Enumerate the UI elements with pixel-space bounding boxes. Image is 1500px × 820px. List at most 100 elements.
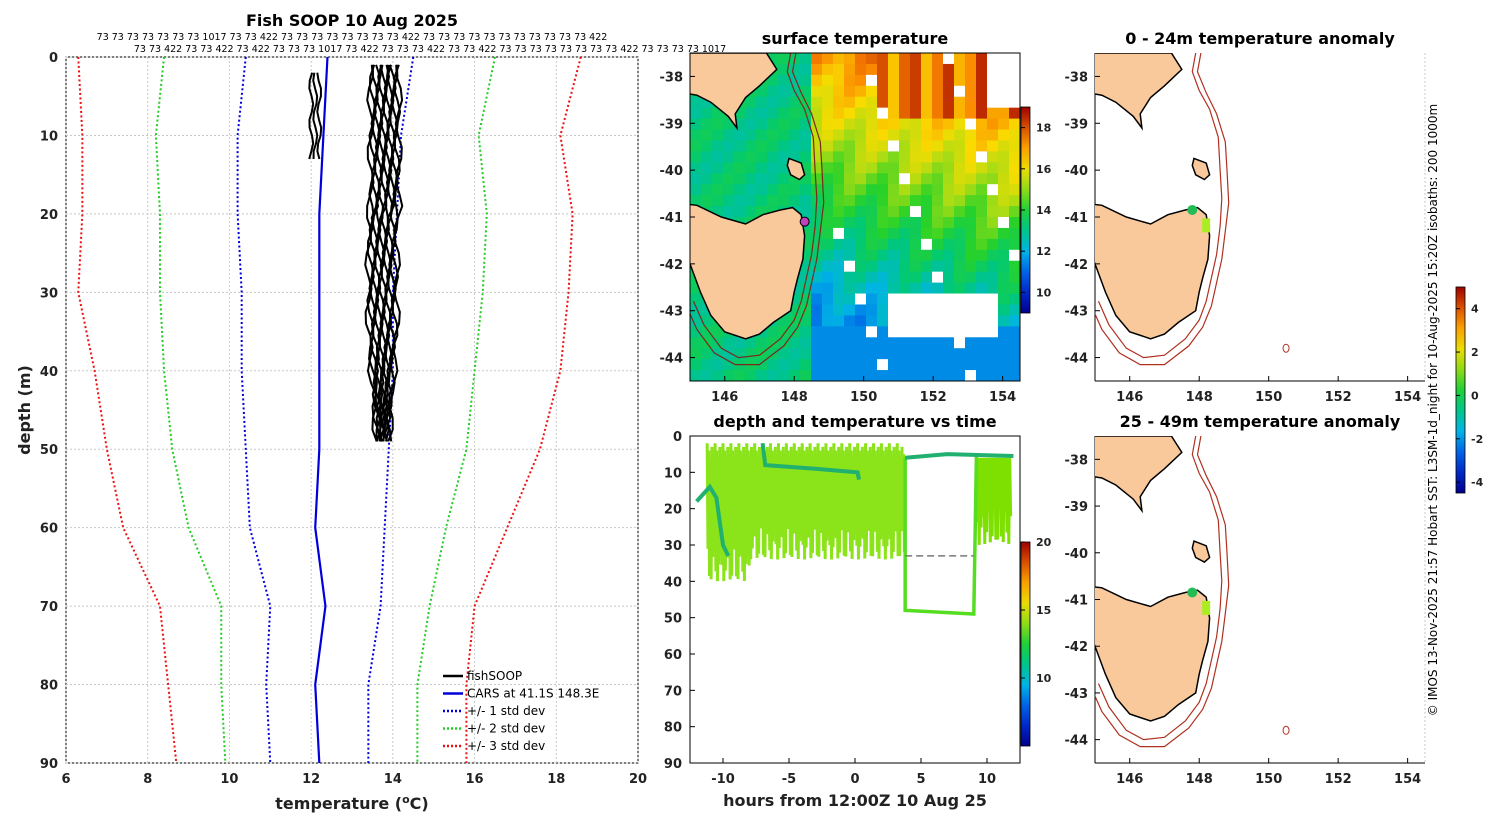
sst-cell bbox=[701, 118, 713, 131]
sst-cell bbox=[833, 238, 845, 251]
map-xtick-label: 148 bbox=[1186, 772, 1213, 787]
sst-cell bbox=[965, 96, 977, 109]
isobath-1000m bbox=[690, 53, 825, 366]
ts-ytick-label: 0 bbox=[673, 430, 682, 445]
sst-cell bbox=[976, 140, 988, 152]
sst-cell bbox=[910, 118, 922, 131]
sst-cell bbox=[932, 227, 944, 240]
sst-cell bbox=[888, 118, 900, 131]
sst-cell bbox=[899, 107, 911, 120]
sst-cell bbox=[965, 162, 977, 174]
sst-cell bbox=[844, 151, 856, 163]
sst-cell bbox=[811, 326, 823, 338]
sst-cell bbox=[855, 195, 867, 207]
profile-grid bbox=[65, 56, 639, 764]
sst-cell bbox=[888, 140, 900, 152]
sst-cell bbox=[921, 359, 933, 371]
sst-cell bbox=[756, 107, 768, 120]
sst-cell bbox=[855, 315, 867, 327]
sst-cell bbox=[1009, 184, 1020, 196]
sst-cell bbox=[712, 118, 724, 131]
sst-cell bbox=[899, 53, 911, 65]
sst-cell bbox=[943, 140, 955, 152]
sst-cell bbox=[701, 151, 713, 163]
sst-cell bbox=[998, 282, 1010, 295]
sst-cell bbox=[877, 118, 889, 131]
sst-cell bbox=[888, 271, 900, 284]
sst-cell bbox=[855, 227, 867, 240]
sst-cell bbox=[910, 107, 922, 120]
sst-cell bbox=[844, 217, 856, 229]
ts-ytick-label: 50 bbox=[664, 612, 682, 627]
ts-ytick-label: 30 bbox=[664, 539, 682, 554]
fishsoop-trace bbox=[380, 64, 393, 442]
sst-cell bbox=[877, 129, 889, 141]
sst-cell bbox=[943, 206, 955, 218]
sst-cell bbox=[976, 370, 988, 381]
sst-cell bbox=[811, 74, 823, 87]
sst-cell bbox=[833, 359, 845, 371]
map-ytick-label: -41 bbox=[660, 211, 684, 226]
sst-cell bbox=[877, 348, 889, 360]
sst-cell bbox=[745, 173, 757, 185]
sst-cell bbox=[1009, 85, 1020, 98]
sst-cell bbox=[800, 206, 812, 218]
sst-cell bbox=[888, 282, 900, 295]
sst-cell bbox=[789, 359, 801, 371]
sst-cell bbox=[954, 337, 966, 349]
sst-cell bbox=[910, 315, 922, 327]
profile-xtick-label: 14 bbox=[384, 772, 402, 787]
sst-cell bbox=[1009, 260, 1020, 273]
sst-cell bbox=[844, 348, 856, 360]
sst-cell bbox=[822, 304, 834, 316]
sst-cell bbox=[855, 118, 867, 131]
sst-cell bbox=[987, 140, 999, 152]
sst-cell bbox=[833, 129, 845, 141]
sst-cell bbox=[844, 53, 856, 65]
sst-cell bbox=[888, 249, 900, 262]
profile-ytick-label: 90 bbox=[40, 757, 58, 772]
sst-cell bbox=[954, 271, 966, 284]
map-ytick-label: -42 bbox=[1065, 640, 1089, 655]
sst-cell bbox=[822, 63, 834, 76]
sst-cell bbox=[877, 326, 889, 338]
map-xtick-label: 152 bbox=[1325, 390, 1352, 405]
sst-cell bbox=[833, 326, 845, 338]
sst-cell bbox=[723, 206, 735, 218]
profile-xlabel: temperature (oC) bbox=[275, 793, 428, 813]
sst-cell bbox=[932, 337, 944, 349]
profile-panel: 6 8 10 12 14 16 18 20 0 10 20 30 40 50 60 70 80 90 Fish S… bbox=[15, 11, 726, 813]
sst-cell bbox=[822, 206, 834, 218]
sst-cell bbox=[734, 118, 746, 131]
sst-cell bbox=[1009, 140, 1020, 152]
sst-cell bbox=[877, 74, 889, 87]
sst-cell bbox=[756, 370, 768, 381]
std2-right-line bbox=[416, 56, 496, 763]
sst-cell bbox=[811, 271, 823, 284]
sst-cell bbox=[800, 53, 812, 65]
sst-cell bbox=[899, 271, 911, 284]
sst-cell bbox=[932, 140, 944, 152]
sst-cell bbox=[734, 173, 746, 185]
sst-cell bbox=[690, 184, 702, 196]
sst-cell bbox=[811, 238, 823, 251]
colorbar-tick-label: 0 bbox=[1471, 389, 1479, 402]
sst-cell bbox=[789, 173, 801, 185]
sst-cell bbox=[987, 227, 999, 240]
sst-cell bbox=[822, 348, 834, 360]
sst-cell bbox=[833, 195, 845, 207]
profile-title: Fish SOOP 10 Aug 2025 bbox=[246, 11, 458, 30]
sst-cell bbox=[690, 162, 702, 174]
sst-cell bbox=[877, 184, 889, 196]
sst-cell bbox=[690, 140, 702, 152]
sst-cell bbox=[855, 238, 867, 251]
sst-cell bbox=[1009, 96, 1020, 109]
sst-cell bbox=[822, 315, 834, 327]
sst-cell bbox=[767, 162, 779, 174]
sst-cell bbox=[943, 227, 955, 240]
sst-cell bbox=[965, 184, 977, 196]
sst-cell bbox=[723, 151, 735, 163]
sst-cell bbox=[976, 227, 988, 240]
sst-cell bbox=[701, 195, 713, 207]
